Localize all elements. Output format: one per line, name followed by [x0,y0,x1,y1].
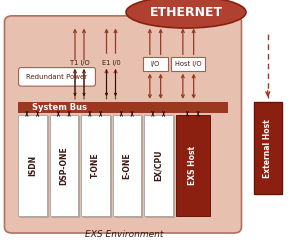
Bar [18,115,46,216]
Text: External Host: External Host [263,119,272,178]
Bar [50,115,78,216]
Text: T1 I/O: T1 I/O [70,61,89,66]
Text: System Bus: System Bus [32,103,88,112]
Text: Redundant Power: Redundant Power [26,74,88,80]
Text: ISDN: ISDN [28,155,37,176]
Bar [81,115,110,216]
Bar [144,115,172,216]
Bar [171,57,206,71]
Bar [142,57,168,71]
Bar [20,116,49,218]
Text: Host I/O: Host I/O [175,61,202,67]
Bar [115,116,143,218]
Ellipse shape [126,0,246,28]
Text: ETHERNET: ETHERNET [149,6,223,19]
Text: EXS Environment: EXS Environment [85,230,164,239]
Text: DSP-ONE: DSP-ONE [59,146,68,185]
Bar [18,102,228,113]
Bar [112,115,141,216]
Bar [83,116,112,218]
Text: EXS Host: EXS Host [188,146,197,185]
Text: E1 I/0: E1 I/0 [102,61,120,66]
Bar [176,115,210,216]
Text: T-ONE: T-ONE [91,152,100,178]
Text: E-ONE: E-ONE [122,152,131,179]
Bar [52,116,80,218]
Text: EX/CPU: EX/CPU [154,150,163,181]
Bar [254,102,282,194]
Bar [146,116,175,218]
FancyBboxPatch shape [19,68,95,86]
FancyBboxPatch shape [4,16,242,233]
Text: I/O: I/O [151,61,160,67]
